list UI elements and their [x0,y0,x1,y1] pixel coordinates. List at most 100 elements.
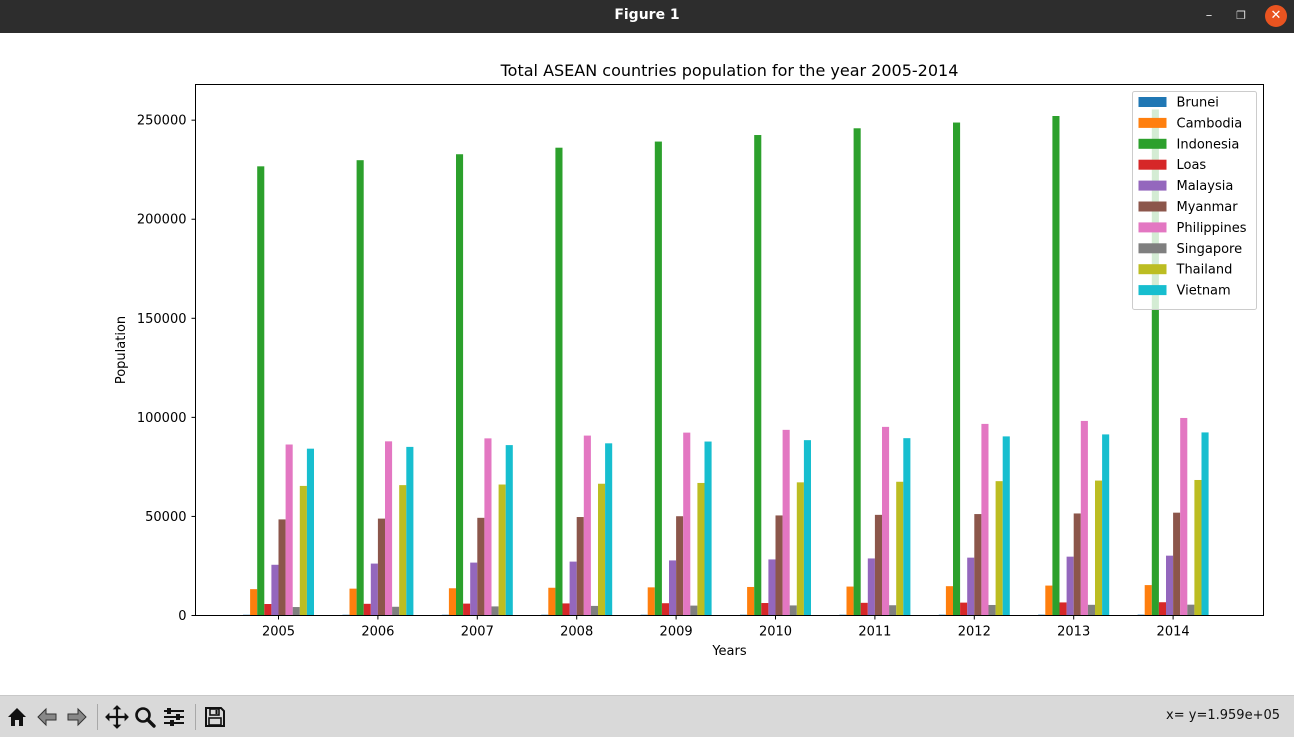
bar-loas-2007 [463,603,471,616]
bar-myanmar-2007 [477,517,485,616]
bar-philippines-2013 [1080,420,1088,616]
bar-thailand-2012 [995,481,1003,616]
bar-singapore-2014 [1187,604,1195,616]
bar-thailand-2013 [1095,480,1103,616]
save-button[interactable] [201,703,229,731]
forward-icon [67,707,87,727]
bar-singapore-2013 [1087,604,1095,616]
bar-philippines-2006 [385,441,393,616]
bar-myanmar-2009 [676,516,684,616]
x-tick-label: 2013 [1057,625,1090,640]
bar-indonesia-2012 [953,122,961,616]
home-icon [8,708,26,726]
y-tick-label: 100000 [137,411,187,426]
y-axis: 0 50000 100000 150000 200000 250000 [137,114,196,624]
bar-singapore-2012 [988,604,996,616]
bar-singapore-2006 [392,606,400,616]
bar-vietnam-2007 [505,445,513,616]
bar-philippines-2008 [583,435,591,616]
bar-vietnam-2010 [803,440,811,616]
toolbar-separator [195,704,196,730]
bar-malaysia-2009 [669,560,677,616]
bar-cambodia-2012 [945,586,953,616]
bar-loas-2010 [761,603,769,616]
x-tick-label: 2007 [461,625,494,640]
maximize-button[interactable]: ❐ [1236,9,1246,22]
x-tick-label: 2006 [361,625,394,640]
legend-label-vietnam: Vietnam [1177,284,1231,299]
bar-malaysia-2007 [470,562,478,616]
home-button[interactable] [3,703,31,731]
bar-indonesia-2013 [1052,116,1060,616]
minimize-button[interactable]: – [1205,8,1213,23]
bar-loas-2014 [1158,602,1166,616]
bar-vietnam-2014 [1201,432,1209,616]
bar-cambodia-2010 [747,586,755,616]
close-button[interactable]: ✕ [1265,5,1287,27]
legend-swatch-vietnam [1138,285,1167,296]
bar-cambodia-2009 [647,587,655,616]
bar-loas-2006 [363,603,371,616]
back-button[interactable] [33,703,61,731]
legend-label-myanmar: Myanmar [1177,200,1239,215]
bar-malaysia-2008 [569,561,577,616]
legend-swatch-singapore [1138,243,1167,254]
toolbar-separator [97,704,98,730]
y-tick-label: 250000 [137,114,187,129]
legend-label-indonesia: Indonesia [1177,137,1240,152]
bar-philippines-2005 [285,444,293,616]
legend-label-brunei: Brunei [1177,96,1219,111]
bar-malaysia-2012 [967,557,975,616]
figure-canvas[interactable]: 0 50000 100000 150000 200000 250000 2005 2006 2… [0,33,1294,695]
zoom-button[interactable] [131,703,159,731]
bar-malaysia-2005 [271,564,279,616]
back-icon [37,707,57,727]
bar-vietnam-2012 [1002,436,1010,616]
bar-philippines-2012 [981,423,989,616]
bar-singapore-2008 [590,605,598,616]
bar-myanmar-2012 [974,514,982,616]
bar-vietnam-2011 [903,438,911,616]
x-tick-label: 2008 [560,625,593,640]
y-tick-label: 150000 [137,312,187,327]
bar-malaysia-2010 [768,559,776,616]
bar-vietnam-2006 [406,446,414,616]
bar-indonesia-2007 [456,154,464,616]
forward-button[interactable] [63,703,91,731]
bar-cambodia-2006 [349,588,357,616]
bar-vietnam-2013 [1102,434,1110,616]
bar-indonesia-2010 [754,135,762,616]
cursor-coordinates: x= y=1.959e+05 [1166,708,1280,723]
x-axis-label: Years [711,644,747,659]
legend-label-singapore: Singapore [1177,242,1243,257]
bar-malaysia-2014 [1166,555,1174,616]
legend-swatch-malaysia [1138,180,1167,191]
bar-vietnam-2009 [704,441,712,616]
bar-cambodia-2014 [1144,585,1152,616]
save-icon [205,707,225,727]
bar-myanmar-2014 [1173,512,1181,616]
bar-loas-2005 [264,604,272,616]
bar-indonesia-2005 [257,166,265,616]
bar-myanmar-2006 [377,518,385,616]
plot-frame [195,84,1264,616]
bar-philippines-2011 [882,426,890,616]
y-tick-label: 200000 [137,213,187,228]
legend-label-thailand: Thailand [1176,263,1233,278]
bar-philippines-2010 [782,429,790,616]
x-axis: 2005 2006 2007 2008 2009 2010 2011 2012 2013 2014 [262,615,1190,640]
bar-myanmar-2005 [278,519,286,616]
configure-subplots-button[interactable] [160,703,188,731]
bar-loas-2013 [1059,602,1067,616]
bar-indonesia-2006 [356,160,364,616]
bar-cambodia-2013 [1045,585,1053,616]
bar-thailand-2008 [598,483,606,616]
legend-swatch-myanmar [1138,201,1167,212]
legend-label-malaysia: Malaysia [1177,179,1234,194]
bar-cambodia-2011 [846,586,854,616]
bar-singapore-2009 [690,605,698,616]
pan-button[interactable] [103,703,131,731]
bar-myanmar-2010 [775,515,783,616]
navigation-toolbar: x= y=1.959e+05 [0,695,1294,737]
